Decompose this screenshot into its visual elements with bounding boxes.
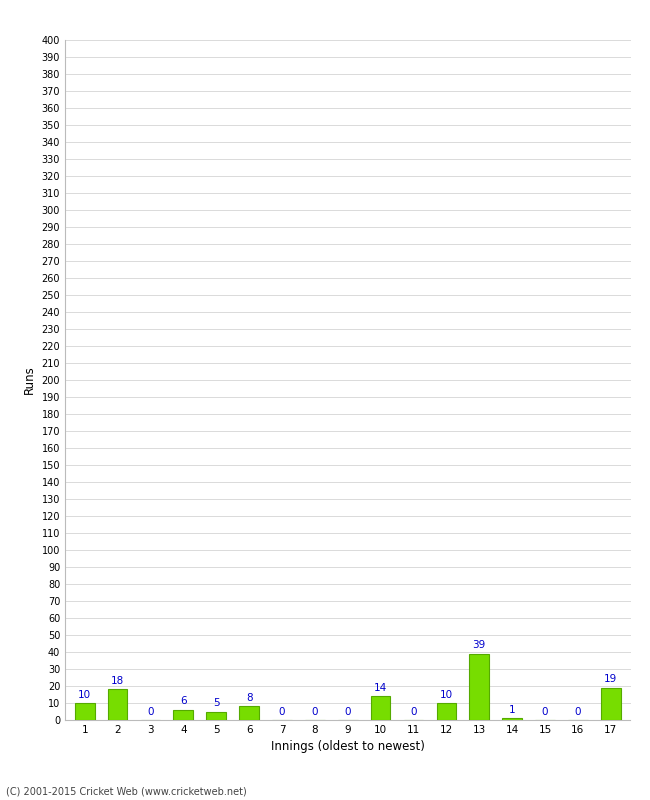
Text: 39: 39	[473, 640, 486, 650]
Text: 0: 0	[575, 707, 581, 718]
Text: 1: 1	[509, 705, 515, 715]
Text: 19: 19	[604, 674, 618, 684]
Bar	[174, 710, 193, 720]
Bar	[502, 718, 522, 720]
Text: 0: 0	[344, 707, 351, 718]
Text: 0: 0	[311, 707, 318, 718]
Bar	[601, 688, 621, 720]
Bar	[206, 711, 226, 720]
Text: 10: 10	[440, 690, 453, 699]
Text: 10: 10	[78, 690, 91, 699]
Bar	[469, 654, 489, 720]
Bar	[108, 690, 127, 720]
Text: 5: 5	[213, 698, 220, 708]
Text: 0: 0	[148, 707, 154, 718]
Text: 0: 0	[279, 707, 285, 718]
Bar	[437, 703, 456, 720]
Text: 0: 0	[410, 707, 417, 718]
Text: 8: 8	[246, 693, 252, 703]
Text: 6: 6	[180, 696, 187, 706]
X-axis label: Innings (oldest to newest): Innings (oldest to newest)	[271, 741, 424, 754]
Bar	[75, 703, 95, 720]
Y-axis label: Runs: Runs	[23, 366, 36, 394]
Bar	[239, 706, 259, 720]
Text: 18: 18	[111, 676, 124, 686]
Text: 0: 0	[541, 707, 548, 718]
Bar	[370, 696, 391, 720]
Text: (C) 2001-2015 Cricket Web (www.cricketweb.net): (C) 2001-2015 Cricket Web (www.cricketwe…	[6, 786, 247, 796]
Text: 14: 14	[374, 682, 387, 693]
